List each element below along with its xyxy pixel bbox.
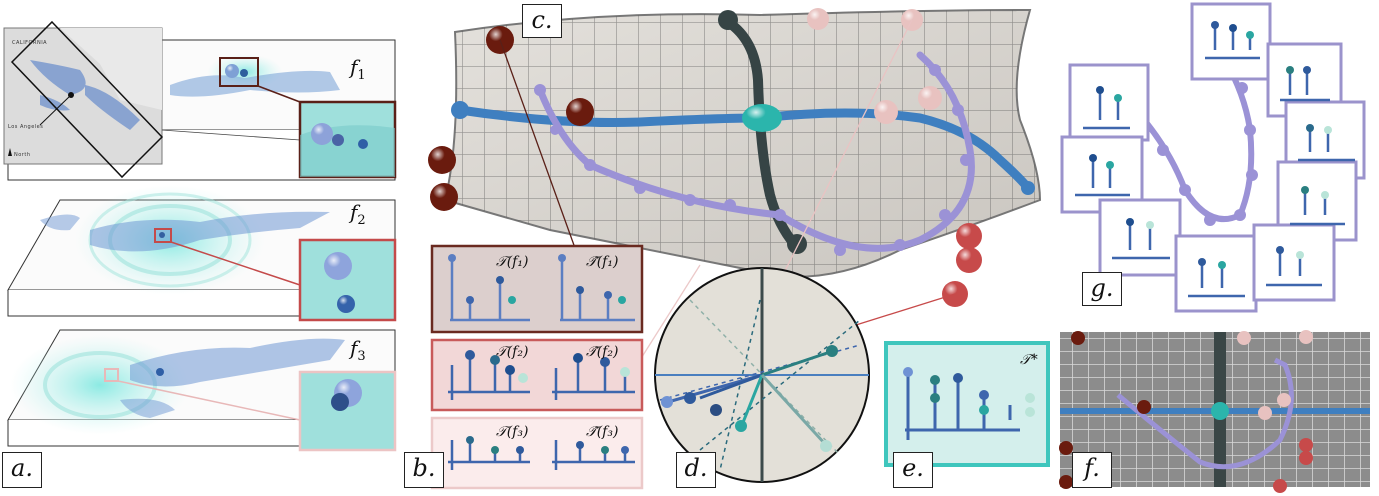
tree-label-t-f2: 𝒯(f₂) <box>496 344 529 360</box>
panel-tag-e: e. <box>893 452 933 488</box>
panel-d <box>654 267 870 483</box>
panel-tag-f: f. <box>1072 452 1112 488</box>
panel-tag-a: a. <box>2 452 42 488</box>
tree-label-t-f1: 𝒯(f₁) <box>496 254 529 270</box>
panel-tag-c: c. <box>522 4 562 38</box>
layer-label-f2: f2 <box>350 200 366 228</box>
layer-f3 <box>7 329 397 452</box>
layer-f2 <box>7 185 397 322</box>
tree-label-t-f3: 𝒯(f₃) <box>496 424 529 440</box>
layer-label-f1: f1 <box>350 55 366 83</box>
tree-label-t-star: 𝒯* <box>1020 352 1038 368</box>
layer-f1 <box>3 20 397 181</box>
map-state-label: CALIFORNIA <box>12 40 48 46</box>
panel-g <box>1060 2 1366 313</box>
tree-label-that-f2: 𝒯̂(f₂) <box>586 344 619 360</box>
panel-tag-b: b. <box>404 452 444 488</box>
panel-tag-d: d. <box>676 452 716 488</box>
map-city-label: Los Angeles <box>8 124 44 130</box>
map-inset <box>3 20 301 179</box>
map-north-label: North <box>14 152 31 158</box>
panel-b <box>430 244 644 490</box>
tree-label-that-f3: 𝒯̂(f₃) <box>586 424 619 440</box>
tree-label-that-f1: 𝒯̂(f₁) <box>586 254 619 270</box>
layer-label-f3: f3 <box>350 336 366 364</box>
panel-c <box>428 8 1042 361</box>
panel-e <box>884 341 1050 467</box>
panel-tag-g: g. <box>1082 272 1122 306</box>
panel-a <box>3 20 397 452</box>
